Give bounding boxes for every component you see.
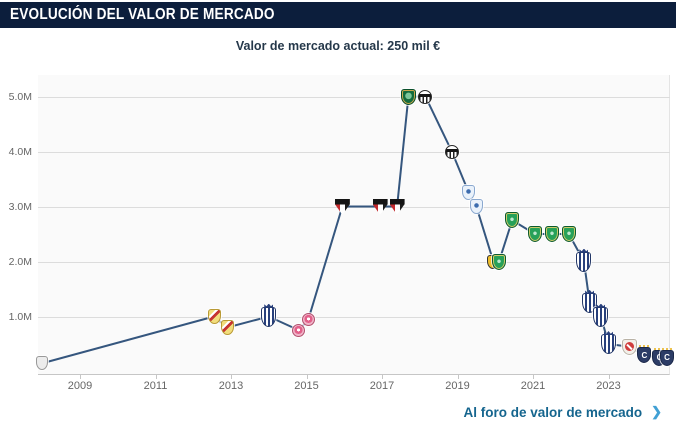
marker-light-blue-crest-icon[interactable] <box>462 185 476 201</box>
x-axis-label: 2013 <box>218 380 244 392</box>
marker-pink-crest-icon[interactable] <box>301 312 315 326</box>
marker-navy-striped-crest-icon[interactable] <box>601 334 616 354</box>
x-axis-label: 2015 <box>294 380 319 392</box>
x-axis-label: 2023 <box>596 380 621 392</box>
marker-green-crest-icon[interactable] <box>544 226 559 242</box>
x-axis-tick <box>80 375 81 379</box>
marker-dark-green-crest-icon[interactable] <box>400 88 416 105</box>
marker-black-white-crest-icon[interactable] <box>444 144 459 159</box>
x-axis-label: 2021 <box>520 380 546 392</box>
marker-green-crest-icon[interactable] <box>492 253 507 270</box>
panel-header: EVOLUCIÓN DEL VALOR DE MERCADO <box>0 2 676 28</box>
current-value-subtitle: Valor de mercado actual: 250 mil € <box>235 39 441 53</box>
chevron-right-icon: ❯ <box>651 404 662 419</box>
marker-green-crest-icon[interactable] <box>505 212 520 229</box>
panel-footer: Al foro de valor de mercado ❯ <box>464 400 662 424</box>
marker-green-crest-icon[interactable] <box>527 226 542 242</box>
x-axis-tick <box>231 375 232 379</box>
marker-navy-c-crest-icon[interactable]: C <box>637 345 652 363</box>
marker-yellow-red-crest-icon[interactable] <box>220 320 234 335</box>
x-axis-tick <box>155 375 157 379</box>
marker-gray-crest-icon[interactable] <box>36 356 49 371</box>
forum-link-label: Al foro de valor de mercado <box>463 404 643 420</box>
gridline <box>38 316 670 318</box>
panel-title: EVOLUCIÓN DEL VALOR DE MERCADO <box>10 6 275 23</box>
marker-yellow-red-crest-icon[interactable] <box>207 309 221 324</box>
marker-navy-striped-crest-icon[interactable] <box>576 251 592 272</box>
y-axis-label: 3.0M <box>8 200 32 213</box>
x-axis-tick <box>382 375 383 379</box>
marker-navy-striped-crest-icon[interactable] <box>593 306 609 327</box>
gridline <box>38 261 670 263</box>
marker-no-club-ban-icon[interactable] <box>621 338 637 355</box>
marker-green-crest-icon[interactable] <box>561 226 576 242</box>
marker-pink-crest-icon[interactable] <box>292 323 306 337</box>
gridline <box>38 206 670 208</box>
market-value-forum-link[interactable]: Al foro de valor de mercado ❯ <box>464 404 662 420</box>
y-axis-label: 4.0M <box>8 145 32 158</box>
y-axis-label: 5.0M <box>8 90 32 103</box>
x-axis-tick <box>533 375 534 379</box>
plot-area <box>38 75 670 375</box>
x-axis-label: 2011 <box>143 380 168 392</box>
gridline <box>38 151 670 153</box>
x-axis-tick <box>608 375 610 379</box>
marker-light-blue-crest-icon[interactable] <box>469 199 483 214</box>
x-axis-label: 2019 <box>445 380 470 392</box>
x-axis-tick <box>306 375 308 379</box>
x-axis-tick <box>457 375 459 379</box>
marker-navy-striped-crest-icon[interactable] <box>261 306 277 327</box>
marker-black-white-crest-icon[interactable] <box>418 89 433 104</box>
gridline <box>38 96 670 98</box>
marker-navy-c-crest-icon[interactable]: C <box>660 347 674 366</box>
y-axis-label: 2.0M <box>8 255 32 268</box>
x-axis-label: 2009 <box>67 380 93 392</box>
x-axis-label: 2017 <box>369 380 395 392</box>
y-axis-label: 1.0M <box>8 310 32 323</box>
